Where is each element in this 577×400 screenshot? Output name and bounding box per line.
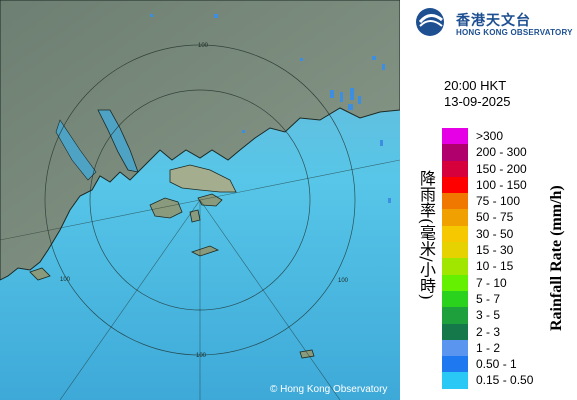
radar-map-canvas: 100 100 100 100 <box>0 0 400 400</box>
radial-lines <box>0 159 400 400</box>
hko-logo: 香港天文台 HONG KONG OBSERVATORY <box>414 6 574 40</box>
legend-swatch <box>442 258 468 275</box>
legend-label: 15 - 30 <box>476 243 514 258</box>
mainland-land <box>0 0 400 281</box>
legend-label: 1 - 2 <box>476 340 501 355</box>
range-label-bottom: 100 <box>196 353 207 359</box>
legend-swatch <box>442 323 468 340</box>
logo-chinese-text: 香港天文台 <box>456 13 531 29</box>
legend-swatch <box>442 225 468 243</box>
legend-swatch <box>442 242 468 259</box>
legend-label: 50 - 75 <box>476 210 514 225</box>
legend-swatch <box>442 128 468 145</box>
range-label-left: 100 <box>60 277 71 283</box>
legend-panel: 香港天文台 HONG KONG OBSERVATORY 20:00 HKT 13… <box>400 0 577 400</box>
legend-label: 0.50 - 1 <box>476 357 517 372</box>
observation-date: 13-09-2025 <box>444 94 511 109</box>
legend-swatch <box>442 356 468 373</box>
legend-swatch <box>442 160 468 177</box>
legend-swatch <box>442 209 468 226</box>
copyright-text: © Hong Kong Observatory <box>270 384 388 395</box>
legend-label: 5 - 7 <box>476 291 501 306</box>
kowloon-nt <box>169 164 237 193</box>
legend-label: 30 - 50 <box>476 226 514 241</box>
observation-time: 20:00 HKT <box>444 78 507 93</box>
legend-label: 75 - 100 <box>476 194 521 209</box>
range-label-top: 100 <box>198 43 209 49</box>
legend-label: 7 - 10 <box>476 275 507 290</box>
legend-swatch <box>442 307 468 324</box>
legend-swatch <box>442 274 468 291</box>
hko-logo-icon <box>416 8 444 36</box>
legend-swatch <box>442 144 468 161</box>
rain-echoes <box>150 14 391 203</box>
legend-label: 2 - 3 <box>476 324 501 339</box>
offshore-island-3 <box>299 349 315 359</box>
legend-label: 100 - 150 <box>476 177 527 192</box>
offshore-island-1 <box>190 245 220 257</box>
legend-label: 3 - 5 <box>476 308 501 323</box>
unit-label-chinese: 降雨率(毫米/小時) <box>417 170 436 300</box>
legend-swatch <box>442 339 468 357</box>
legend-label: 200 - 300 <box>476 145 527 160</box>
legend-label: 0.15 - 0.50 <box>476 373 534 388</box>
legend-label: >300 <box>476 129 504 143</box>
radar-map: 100 100 100 100 © Hong Kong Observatory <box>0 0 400 400</box>
range-label-right: 100 <box>338 278 349 284</box>
pearl-river-estuary <box>97 109 139 173</box>
legend-swatch <box>442 372 468 389</box>
offshore-island-2 <box>29 267 51 281</box>
lantau-island <box>149 197 183 219</box>
legend-label: 10 - 15 <box>476 259 514 274</box>
legend-swatch <box>442 176 468 194</box>
legend-label: 150 - 200 <box>476 161 527 176</box>
river-channel <box>55 119 97 181</box>
logo-english-text: HONG KONG OBSERVATORY <box>456 28 573 37</box>
legend-swatch <box>442 290 468 308</box>
unit-label-english: Rainfall Rate (mm/h) <box>548 185 565 331</box>
legend-swatch <box>442 193 468 210</box>
